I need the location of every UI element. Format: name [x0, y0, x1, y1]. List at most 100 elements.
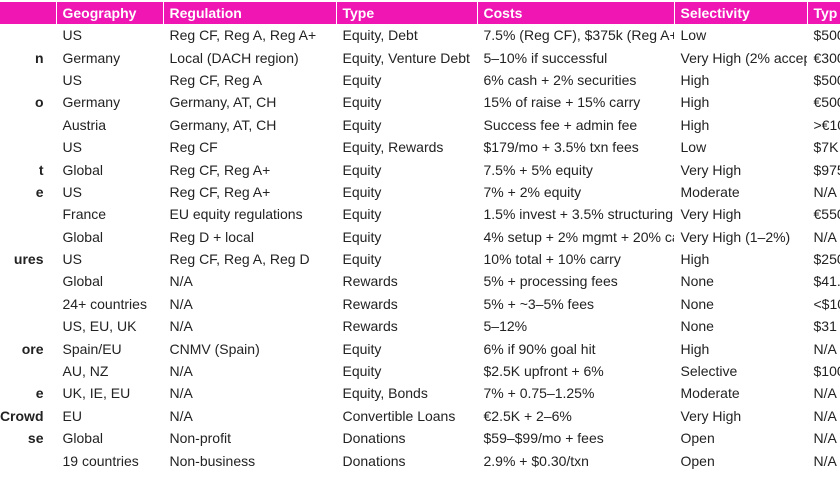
- selectivity-cell: Open: [674, 427, 808, 450]
- type-cell: Equity: [336, 337, 478, 360]
- regulation-cell: N/A: [163, 404, 337, 428]
- type-cell: Equity: [336, 158, 478, 181]
- selectivity-cell: Low: [674, 135, 808, 159]
- table-row[interactable]: US, EU, UK N/A Rewards 5–12% None $31: [0, 315, 840, 338]
- platform-name-cell: [0, 315, 57, 338]
- platform-name-cell: [0, 113, 57, 136]
- regulation-cell: CNMV (Spain): [163, 337, 337, 360]
- platform-name-cell: e: [0, 382, 57, 405]
- platform-name-cell: se: [0, 427, 57, 450]
- type-cell: Equity: [336, 113, 478, 136]
- costs-cell: $2.5K upfront + 6%: [477, 359, 675, 383]
- table-row[interactable]: e US Reg CF, Reg A+ Equity 7% + 2% equity Mod…: [0, 180, 840, 204]
- table-row[interactable]: se Global Non-profit Donations $59–$99/mo + …: [0, 427, 840, 450]
- selectivity-cell: Moderate: [674, 180, 808, 204]
- costs-cell: 7% + 2% equity: [477, 180, 675, 204]
- regulation-cell: Reg CF, Reg A, Reg D: [163, 247, 337, 271]
- table-row[interactable]: Global N/A Rewards 5% + processing fees None…: [0, 270, 840, 293]
- regulation-cell: Germany, AT, CH: [163, 113, 337, 136]
- platform-comparison-table: Geography Regulation Type Costs Selectiv…: [0, 2, 840, 472]
- table-row[interactable]: US Reg CF Equity, Rewards $179/mo + 3.5% tx…: [0, 135, 840, 159]
- platform-name-cell: ore: [0, 337, 57, 360]
- table-row[interactable]: Austria Germany, AT, CH Equity Success fee …: [0, 113, 840, 136]
- geography-cell: Spain/EU: [56, 337, 164, 360]
- type-cell: Equity: [336, 91, 478, 114]
- platform-name-cell: o: [0, 91, 57, 114]
- header-costs[interactable]: Costs: [477, 2, 675, 24]
- header-geography[interactable]: Geography: [56, 2, 164, 24]
- table-row[interactable]: ures US Reg CF, Reg A, Reg D Equity 10% tota…: [0, 247, 840, 271]
- geography-cell: US: [56, 68, 164, 92]
- geography-cell: EU: [56, 404, 164, 428]
- type-cell: Rewards: [336, 315, 478, 338]
- table-row[interactable]: US Reg CF, Reg A, Reg A+ Equity, Debt 7.5% …: [0, 24, 840, 47]
- table-row[interactable]: t Global Reg CF, Reg A+ Equity 7.5% + 5% equ…: [0, 158, 840, 181]
- typical-cell: N/A: [807, 180, 840, 204]
- selectivity-cell: Very High: [674, 158, 808, 181]
- selectivity-cell: None: [674, 292, 808, 316]
- costs-cell: 7.5% + 5% equity: [477, 158, 675, 181]
- costs-cell: 2.9% + $0.30/txn: [477, 449, 675, 472]
- selectivity-cell: None: [674, 270, 808, 293]
- table-row[interactable]: US Reg CF, Reg A Equity 6% cash + 2% securi…: [0, 68, 840, 92]
- platform-name-cell: [0, 359, 57, 383]
- geography-cell: Global: [56, 158, 164, 181]
- typical-cell: $975: [807, 158, 840, 181]
- type-cell: Equity: [336, 225, 478, 248]
- selectivity-cell: Selective: [674, 359, 808, 383]
- costs-cell: 5–10% if successful: [477, 46, 675, 69]
- costs-cell: 7% + 0.75–1.25%: [477, 382, 675, 405]
- typical-cell: >€100: [807, 113, 840, 136]
- costs-cell: $59–$99/mo + fees: [477, 427, 675, 450]
- header-regulation[interactable]: Regulation: [163, 2, 337, 24]
- regulation-cell: N/A: [163, 382, 337, 405]
- table-body: US Reg CF, Reg A, Reg A+ Equity, Debt 7.5% …: [0, 24, 840, 472]
- costs-cell: 5% + processing fees: [477, 270, 675, 293]
- header-typical[interactable]: Typ: [807, 2, 840, 24]
- type-cell: Equity: [336, 203, 478, 226]
- typical-cell: N/A: [807, 449, 840, 472]
- geography-cell: Germany: [56, 46, 164, 69]
- selectivity-cell: Very High (1–2%): [674, 225, 808, 248]
- geography-cell: UK, IE, EU: [56, 382, 164, 405]
- table-row[interactable]: France EU equity regulations Equity 1.5% in…: [0, 203, 840, 226]
- type-cell: Equity: [336, 359, 478, 383]
- geography-cell: US: [56, 135, 164, 159]
- header-platform[interactable]: [0, 2, 57, 24]
- header-type[interactable]: Type: [336, 2, 478, 24]
- selectivity-cell: High: [674, 113, 808, 136]
- type-cell: Equity, Bonds: [336, 382, 478, 405]
- table-row[interactable]: o Germany Germany, AT, CH Equity 15% of rais…: [0, 91, 840, 114]
- regulation-cell: Reg CF: [163, 135, 337, 159]
- type-cell: Equity: [336, 180, 478, 204]
- header-selectivity[interactable]: Selectivity: [674, 2, 808, 24]
- table-row[interactable]: Crowd EU N/A Convertible Loans €2.5K + 2–6% V…: [0, 404, 840, 428]
- costs-cell: Success fee + admin fee: [477, 113, 675, 136]
- selectivity-cell: High: [674, 337, 808, 360]
- table-row[interactable]: e UK, IE, EU N/A Equity, Bonds 7% + 0.75–1.2…: [0, 382, 840, 405]
- regulation-cell: Reg CF, Reg A, Reg A+: [163, 24, 337, 47]
- selectivity-cell: High: [674, 68, 808, 92]
- costs-cell: 15% of raise + 15% carry: [477, 91, 675, 114]
- typical-cell: N/A: [807, 427, 840, 450]
- table-row[interactable]: ore Spain/EU CNMV (Spain) Equity 6% if 90% g…: [0, 337, 840, 360]
- table-row[interactable]: 19 countries Non-business Donations 2.9% + …: [0, 449, 840, 472]
- costs-cell: 10% total + 10% carry: [477, 247, 675, 271]
- costs-cell: 6% cash + 2% securities: [477, 68, 675, 92]
- table-row[interactable]: n Germany Local (DACH region) Equity, Ventu…: [0, 46, 840, 69]
- type-cell: Equity, Rewards: [336, 135, 478, 159]
- geography-cell: France: [56, 203, 164, 226]
- costs-cell: €2.5K + 2–6%: [477, 404, 675, 428]
- type-cell: Convertible Loans: [336, 404, 478, 428]
- typical-cell: €300: [807, 46, 840, 69]
- selectivity-cell: Very High (2% acceptance): [674, 46, 808, 69]
- typical-cell: €500: [807, 91, 840, 114]
- geography-cell: Global: [56, 270, 164, 293]
- table-row[interactable]: Global Reg D + local Equity 4% setup + 2% m…: [0, 225, 840, 248]
- platform-name-cell: [0, 449, 57, 472]
- costs-cell: $179/mo + 3.5% txn fees: [477, 135, 675, 159]
- regulation-cell: Reg CF, Reg A+: [163, 180, 337, 204]
- table-row[interactable]: AU, NZ N/A Equity $2.5K upfront + 6% Selecti…: [0, 359, 840, 383]
- table-row[interactable]: 24+ countries N/A Rewards 5% + ~3–5% fees No…: [0, 292, 840, 316]
